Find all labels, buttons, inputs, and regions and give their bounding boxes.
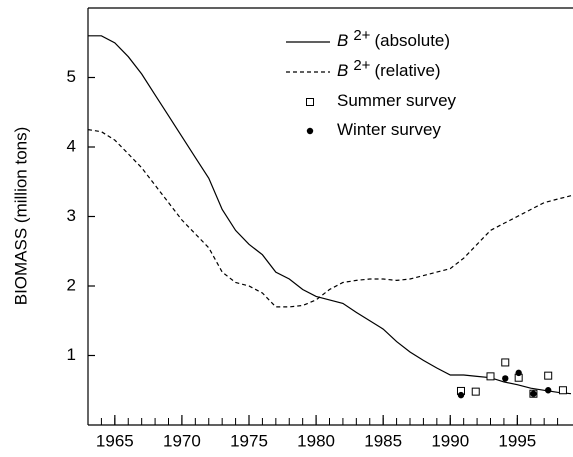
y-tick-label: 1	[67, 345, 76, 364]
summer-point	[471, 387, 480, 396]
legend-swatch	[306, 127, 314, 135]
legend-label-part: 2+	[353, 27, 370, 44]
summer-point	[486, 372, 495, 381]
y-tick-label: 2	[67, 275, 76, 294]
legend-label-part: (absolute)	[374, 31, 450, 50]
legend-label: B 2+ (absolute)	[337, 27, 450, 51]
winter-point	[515, 369, 522, 377]
x-tick-label: 1970	[163, 431, 201, 450]
series-line	[88, 35, 572, 395]
legend-label-part: B	[337, 61, 348, 80]
summer-point	[558, 386, 567, 395]
legend-label: B 2+ (relative)	[337, 57, 441, 81]
winter-point	[457, 391, 465, 399]
x-tick-label: 1965	[96, 431, 134, 450]
legend-label-part: B	[337, 31, 348, 50]
x-tick-label: 1995	[498, 431, 536, 450]
winter-point	[502, 375, 509, 382]
summer-point	[544, 371, 553, 380]
y-axis-label: BIOMASS (million tons)	[11, 127, 30, 306]
winter-point	[544, 387, 552, 394]
y-tick-label: 5	[67, 67, 76, 86]
legend-label-part: (relative)	[374, 61, 440, 80]
legend-label: Summer survey	[337, 91, 457, 110]
legend-label-part: Summer survey	[337, 91, 457, 110]
x-tick-label: 1975	[230, 431, 268, 450]
x-tick-label: 1985	[364, 431, 402, 450]
legend-label-part: Winter survey	[337, 120, 441, 139]
legend-label: Winter survey	[337, 120, 441, 139]
legend-swatch	[306, 98, 314, 106]
winter-point	[530, 390, 537, 397]
y-tick-label: 3	[67, 206, 76, 225]
summer-point	[501, 358, 510, 367]
x-tick-label: 1990	[431, 431, 469, 450]
x-tick-label: 1980	[297, 431, 335, 450]
legend-label-part: 2+	[353, 57, 370, 74]
series-line	[87, 129, 572, 308]
y-tick-label: 4	[67, 136, 76, 155]
